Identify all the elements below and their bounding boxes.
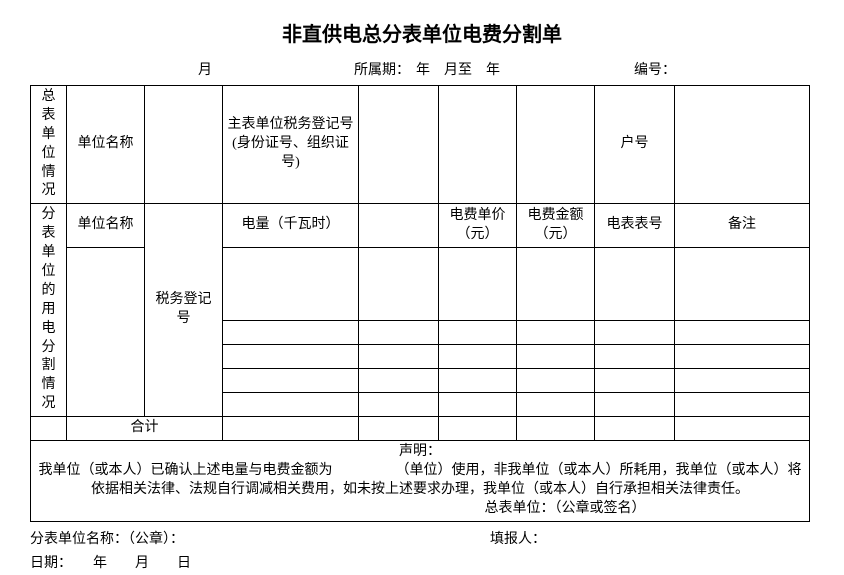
cell-r2-price[interactable] — [439, 321, 517, 345]
cell-r1-qty[interactable] — [223, 248, 359, 321]
declaration-sign: 总表单位：（公章或签名） — [35, 500, 805, 519]
master-spare[interactable] — [517, 86, 595, 204]
cell-r2-remark[interactable] — [675, 321, 810, 345]
empty-col-header — [359, 204, 439, 248]
sub-tax-label: 税务登记号 — [145, 204, 223, 417]
footer-filler: 填报人： — [490, 528, 810, 552]
main-table: 总表单位情况 单位名称 主表单位税务登记号(身份证号、组织证号) 户号 分表单位… — [30, 85, 810, 522]
page-title: 非直供电总分表单位电费分割单 — [30, 18, 814, 47]
declaration-heading: 声明： — [35, 443, 805, 462]
footer: 分表单位名称：（公章）： 填报人： 日期： 年 月 日 — [30, 528, 810, 575]
cell-r1-meter[interactable] — [595, 248, 675, 321]
footer-date: 日期： 年 月 日 — [30, 552, 490, 575]
cell-r3-amount[interactable] — [517, 345, 595, 369]
cell-r3-price[interactable] — [439, 345, 517, 369]
account-no-value[interactable] — [675, 86, 810, 204]
cell-r4-remark[interactable] — [675, 369, 810, 393]
master-unit-name-label: 单位名称 — [67, 86, 145, 204]
cell-r2-empty[interactable] — [359, 321, 439, 345]
meter-label: 电表表号 — [595, 204, 675, 248]
cell-r4-amount[interactable] — [517, 369, 595, 393]
total-row-left — [31, 417, 67, 441]
cell-r5-remark[interactable] — [675, 393, 810, 417]
qty-label: 电量（千瓦时） — [223, 204, 359, 248]
cell-r4-price[interactable] — [439, 369, 517, 393]
price-label: 电费单价（元） — [439, 204, 517, 248]
period-text: 年 月至 年 — [416, 59, 500, 79]
cell-r3-remark[interactable] — [675, 345, 810, 369]
declaration-body: 我单位（或本人）已确认上述电量与电费金额为 （单位）使用，非我单位（或本人）所耗… — [35, 462, 805, 500]
footer-sub-unit: 分表单位名称：（公章）： — [30, 528, 490, 552]
header-period: 所属期： 年 月至 年 — [220, 59, 634, 79]
cell-r1-price[interactable] — [439, 248, 517, 321]
header-serial: 编号： — [634, 59, 814, 79]
cell-r2-amount[interactable] — [517, 321, 595, 345]
cell-r3-empty[interactable] — [359, 345, 439, 369]
total-qty[interactable] — [223, 417, 359, 441]
period-label: 所属期： — [354, 59, 410, 79]
declaration-cell: 声明： 我单位（或本人）已确认上述电量与电费金额为 （单位）使用，非我单位（或本… — [31, 441, 810, 522]
cell-r1-empty[interactable] — [359, 248, 439, 321]
header-row: 月 所属期： 年 月至 年 编号： — [30, 59, 814, 79]
cell-r5-price[interactable] — [439, 393, 517, 417]
cell-r5-amount[interactable] — [517, 393, 595, 417]
master-section-label: 总表单位情况 — [31, 86, 67, 204]
total-label: 合计 — [67, 417, 223, 441]
cell-r4-meter[interactable] — [595, 369, 675, 393]
total-amount[interactable] — [517, 417, 595, 441]
amount-label: 电费金额（元） — [517, 204, 595, 248]
total-remark[interactable] — [675, 417, 810, 441]
cell-r1-remark[interactable] — [675, 248, 810, 321]
cell-r3-qty[interactable] — [223, 345, 359, 369]
cell-r5-empty[interactable] — [359, 393, 439, 417]
cell-r4-empty[interactable] — [359, 369, 439, 393]
cell-r3-meter[interactable] — [595, 345, 675, 369]
total-price[interactable] — [439, 417, 517, 441]
account-no-label: 户号 — [595, 86, 675, 204]
total-meter[interactable] — [595, 417, 675, 441]
cell-r4-qty[interactable] — [223, 369, 359, 393]
remark-label: 备注 — [675, 204, 810, 248]
master-unit-name-value[interactable] — [145, 86, 223, 204]
sub-unit-name-label: 单位名称 — [67, 204, 145, 248]
header-month: 月 — [30, 59, 220, 79]
total-empty[interactable] — [359, 417, 439, 441]
master-tax-value[interactable] — [359, 86, 439, 204]
cell-r2-meter[interactable] — [595, 321, 675, 345]
cell-r1-amount[interactable] — [517, 248, 595, 321]
cell-r2-qty[interactable] — [223, 321, 359, 345]
cell-r5-meter[interactable] — [595, 393, 675, 417]
master-tax-label: 主表单位税务登记号(身份证号、组织证号) — [223, 86, 359, 204]
sub-unit-name-value[interactable] — [67, 248, 145, 417]
master-tax-value2[interactable] — [439, 86, 517, 204]
sub-section-label: 分表单位的用电分割情况 — [31, 204, 67, 417]
cell-r5-qty[interactable] — [223, 393, 359, 417]
